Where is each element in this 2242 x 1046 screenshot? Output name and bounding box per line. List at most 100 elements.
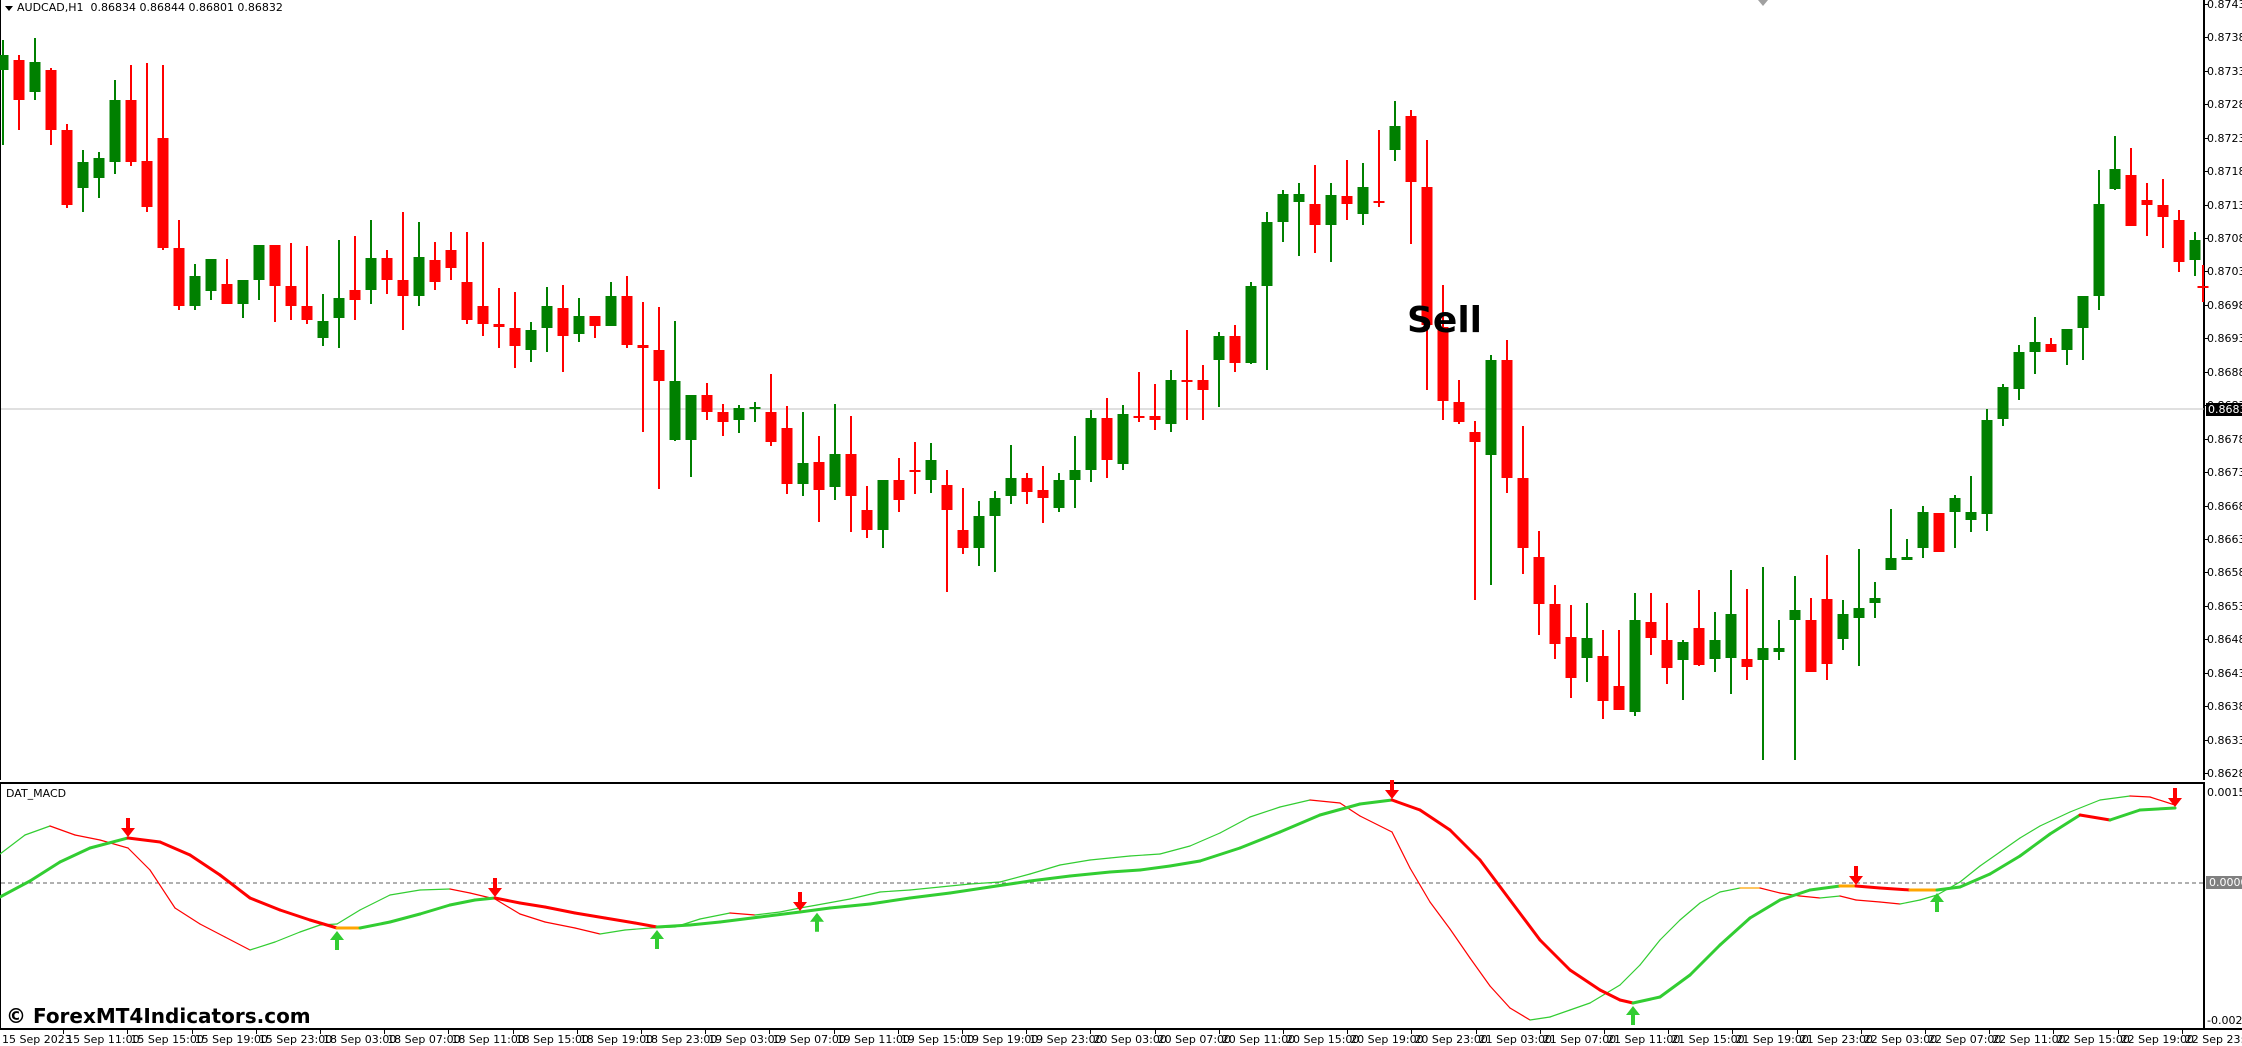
time-axis-tick bbox=[1539, 1030, 1541, 1034]
sell-arrow-icon bbox=[793, 892, 807, 911]
macd-signal-line bbox=[908, 891, 952, 900]
candle bbox=[1661, 603, 1673, 684]
candle bbox=[365, 220, 377, 304]
candle bbox=[1181, 330, 1193, 420]
candle bbox=[109, 80, 121, 174]
collapse-triangle-icon[interactable] bbox=[5, 5, 13, 11]
macd-signal-line bbox=[1138, 864, 1172, 872]
chart-shift-marker-icon[interactable] bbox=[1758, 0, 1768, 6]
time-axis-label: 20 Sep 15:00 bbox=[1286, 1033, 1360, 1046]
macd-signal-line bbox=[655, 923, 692, 929]
time-axis-label: 15 Sep 2023 bbox=[2, 1033, 72, 1046]
time-axis-label: 22 Sep 07:00 bbox=[1928, 1033, 2002, 1046]
candle bbox=[941, 470, 953, 592]
macd-fast-line bbox=[494, 898, 521, 915]
macd-signal-line bbox=[1878, 886, 1912, 892]
candle bbox=[29, 38, 41, 100]
price-axis-label: 0.86735 bbox=[2204, 466, 2242, 479]
macd-signal-line bbox=[493, 896, 522, 905]
chart-title: AUDCAD,H1 0.86834 0.86844 0.86801 0.8683… bbox=[5, 1, 283, 14]
candle bbox=[1997, 384, 2009, 426]
candle bbox=[157, 65, 169, 250]
macd-signal-line bbox=[948, 885, 992, 895]
candle bbox=[2141, 183, 2153, 236]
macd-signal-line bbox=[2138, 806, 2177, 812]
time-axis-tick bbox=[2117, 1030, 2119, 1034]
main-chart-window[interactable]: AUDCAD,H1 0.86834 0.86844 0.86801 0.8683… bbox=[0, 0, 2205, 780]
macd-fast-line bbox=[1391, 831, 1411, 869]
candle bbox=[2109, 136, 2121, 190]
macd-fast-line bbox=[1699, 891, 1721, 904]
candle bbox=[685, 395, 697, 477]
time-axis-label: 21 Sep 11:00 bbox=[1607, 1033, 1681, 1046]
macd-signal-line bbox=[868, 896, 912, 906]
macd-fast-line bbox=[969, 881, 1001, 885]
indicator-title: DAT_MACD bbox=[6, 787, 67, 800]
time-axis-label: 15 Sep 23:00 bbox=[258, 1033, 333, 1046]
time-axis-tick bbox=[1347, 1030, 1349, 1034]
buy-arrow-icon bbox=[330, 931, 344, 950]
candle bbox=[621, 276, 633, 348]
macd-signal-line bbox=[1418, 808, 1452, 832]
macd-signal-line bbox=[1028, 874, 1072, 883]
macd-signal-line bbox=[828, 902, 872, 910]
time-axis-label: 20 Sep 19:00 bbox=[1350, 1033, 1424, 1046]
macd-fast-line bbox=[1109, 855, 1131, 859]
time-axis-label: 19 Sep 19:00 bbox=[965, 1033, 1039, 1046]
price-axis-label: 0.87085 bbox=[2204, 232, 2242, 245]
candle bbox=[701, 383, 713, 420]
macd-fast-line bbox=[199, 923, 226, 938]
macd-fast-line bbox=[336, 909, 361, 925]
candle bbox=[1549, 585, 1561, 659]
macd-fast-line bbox=[1159, 845, 1191, 855]
time-axis-tick bbox=[2181, 1030, 2183, 1034]
price-axis-label: 0.86885 bbox=[2204, 366, 2242, 379]
macd-fast-line bbox=[1999, 837, 2021, 853]
candle bbox=[1773, 620, 1785, 660]
buy-arrow-icon bbox=[1626, 1006, 1640, 1025]
candle bbox=[1581, 603, 1593, 682]
candle bbox=[1517, 426, 1529, 574]
macd-fast-line bbox=[1759, 887, 1781, 894]
candle bbox=[493, 288, 505, 348]
candle bbox=[1037, 466, 1049, 523]
macd-fast-line bbox=[1619, 964, 1641, 986]
macd-fast-line bbox=[1959, 865, 1981, 883]
time-axis-label: 21 Sep 19:00 bbox=[1735, 1033, 1809, 1046]
macd-fast-line bbox=[1189, 832, 1221, 847]
time-axis-tick bbox=[2053, 1030, 2055, 1034]
candle bbox=[765, 374, 777, 446]
candle bbox=[1645, 593, 1657, 655]
macd-signal-line bbox=[1658, 973, 1692, 999]
price-axis-label: 0.86335 bbox=[2204, 734, 2242, 747]
macd-signal-line bbox=[1808, 884, 1842, 892]
candle bbox=[1197, 365, 1209, 420]
macd-signal-line bbox=[358, 920, 392, 930]
macd-signal-line bbox=[758, 910, 802, 919]
time-axis-label: 18 Sep 11:00 bbox=[451, 1033, 525, 1046]
macd-fast-line bbox=[729, 912, 756, 916]
macd-signal-line bbox=[1958, 872, 1992, 889]
candle bbox=[861, 486, 873, 538]
indicator-subwindow[interactable]: DAT_MACD bbox=[0, 782, 2205, 1028]
macd-fast-line bbox=[389, 889, 421, 896]
candle bbox=[669, 321, 681, 441]
macd-zero-label: 0.0000 bbox=[2206, 876, 2242, 889]
candle bbox=[973, 501, 985, 566]
macd-signal-line bbox=[1854, 884, 1882, 890]
macd-signal-line bbox=[2048, 813, 2082, 836]
candle bbox=[1021, 473, 1033, 504]
time-axis-tick bbox=[63, 1030, 65, 1034]
candle bbox=[1869, 582, 1881, 618]
time-axis-label: 22 Sep 15:00 bbox=[2056, 1033, 2130, 1046]
candle bbox=[541, 287, 553, 352]
macd-fast-line bbox=[999, 873, 1031, 883]
time-axis-label: 21 Sep 15:00 bbox=[1671, 1033, 1745, 1046]
macd-signal-line bbox=[218, 873, 252, 900]
candle bbox=[1421, 140, 1433, 390]
time-axis-label: 19 Sep 07:00 bbox=[772, 1033, 846, 1046]
candle bbox=[477, 242, 489, 336]
macd-fast-line bbox=[1639, 939, 1661, 966]
macd-signal-line bbox=[88, 836, 130, 850]
